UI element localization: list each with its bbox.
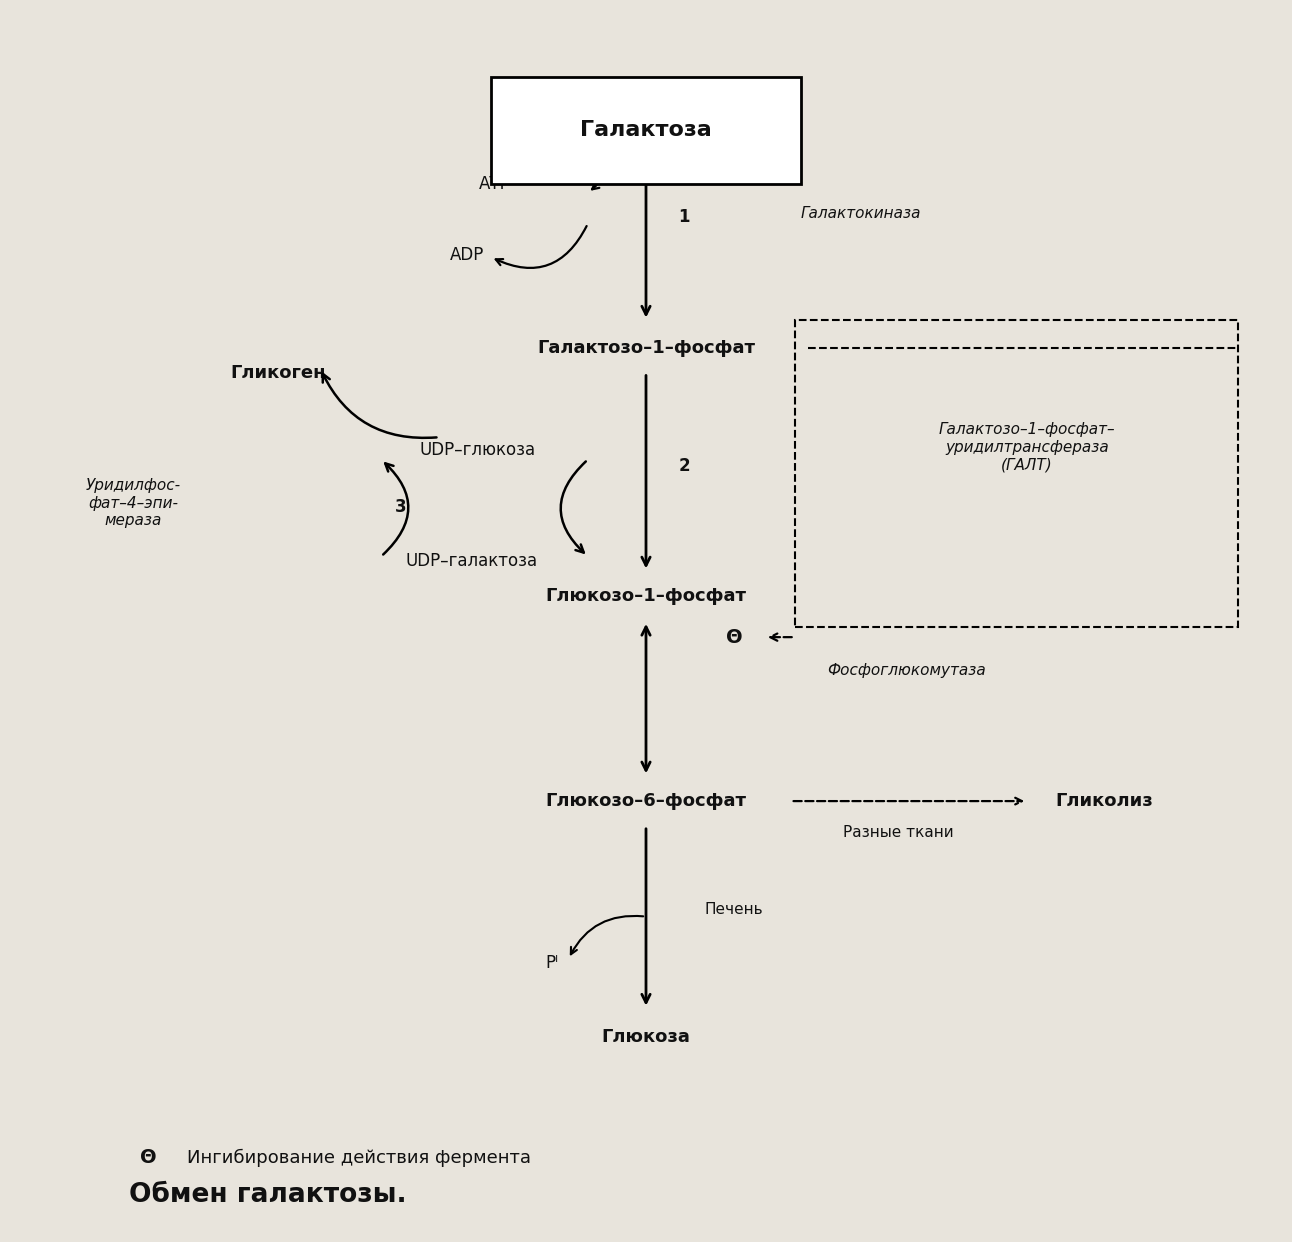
Text: Глюкозо–1–фосфат: Глюкозо–1–фосфат <box>545 587 747 605</box>
Text: Уридилфос-
фат–4–эпи-
мераза: Уридилфос- фат–4–эпи- мераза <box>85 478 181 528</box>
Text: Глюкозо–6–фосфат: Глюкозо–6–фосфат <box>545 792 747 810</box>
Text: 1: 1 <box>678 209 690 226</box>
Text: Глюкоза: Глюкоза <box>602 1028 690 1046</box>
Text: Θ: Θ <box>141 1148 156 1167</box>
Text: Гликоген: Гликоген <box>230 364 326 381</box>
Text: Фосфоглюкомутаза: Фосфоглюкомутаза <box>827 663 986 678</box>
Text: Галактозо–1–фосфат–
уридилтрансфераза
(ГАЛТ): Галактозо–1–фосфат– уридилтрансфераза (Г… <box>939 422 1115 472</box>
Text: Галактозо–1–фосфат: Галактозо–1–фосфат <box>537 339 755 356</box>
Text: Θ: Θ <box>726 627 742 647</box>
Text: АТР: АТР <box>478 175 510 193</box>
Text: 3: 3 <box>395 498 406 515</box>
Text: Ингибирование действия фермента: Ингибирование действия фермента <box>187 1149 531 1166</box>
Text: Pᴵ: Pᴵ <box>545 954 558 971</box>
Text: Печень: Печень <box>704 902 762 917</box>
Text: UDP–глюкоза: UDP–глюкоза <box>420 441 536 458</box>
Text: UDP–галактоза: UDP–галактоза <box>406 553 537 570</box>
Bar <box>795 320 1238 627</box>
Text: ADP: ADP <box>450 246 484 263</box>
Text: Разные ткани: Разные ткани <box>842 825 953 840</box>
FancyBboxPatch shape <box>491 77 801 184</box>
Text: 2: 2 <box>678 457 690 474</box>
Text: Обмен галактозы.: Обмен галактозы. <box>129 1182 407 1207</box>
Text: Галактокиназа: Галактокиназа <box>801 206 921 221</box>
Text: Галактоза: Галактоза <box>580 120 712 140</box>
Text: Гликолиз: Гликолиз <box>1056 792 1154 810</box>
